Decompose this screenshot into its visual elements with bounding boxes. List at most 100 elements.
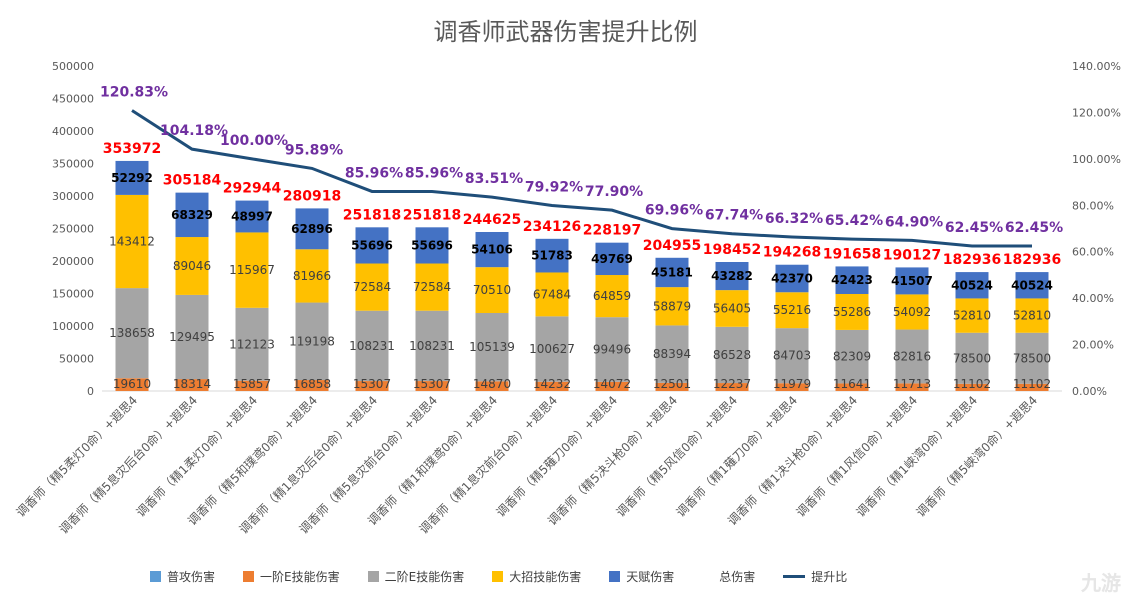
bar-value-label: 86528 [713,348,751,362]
bar-value-label: 99496 [593,343,631,357]
ratio-value-label: 85.96% [405,165,463,181]
ratio-value-label: 79.92% [525,179,583,195]
ratio-value-label: 83.51% [465,171,523,187]
ratio-value-label: 77.90% [585,184,643,200]
legend-swatch [243,570,255,582]
bar-value-label: 18314 [173,377,211,391]
bar-value-label: 11713 [893,377,931,391]
bar-value-label: 41507 [891,274,933,288]
bar-segment [115,378,149,391]
bar-value-label: 64859 [593,289,631,303]
ratio-value-label: 67.74% [705,208,763,224]
bar-value-label: 15307 [413,377,451,391]
bar-segment [1015,298,1049,333]
y-tick-label: 300000 [52,190,94,203]
bar-segment [535,316,569,382]
total-value-label: 194268 [763,245,821,261]
legend-label: 二阶E技能伤害 [384,569,465,584]
bar-segment [355,227,389,264]
bar-value-label: 119198 [289,334,335,348]
bar-value-label: 100627 [529,342,575,356]
legend-item-talent: 天赋伤害 [609,568,674,585]
ratio-value-label: 62.45% [1005,220,1063,236]
y2-tick-label: 0.00% [1072,385,1107,398]
x-tick-label: 调香师（精1和璞鸢0命）+遐思4 [364,393,500,529]
bar-value-label: 15307 [353,377,391,391]
bar-segment [895,329,929,384]
y2-tick-label: 60.00% [1072,246,1114,259]
total-value-label: 292944 [223,181,282,197]
bar-segment [955,332,989,384]
ratio-value-label: 69.96% [645,203,703,219]
bar-segment [475,231,509,268]
ratio-value-label: 120.83% [100,85,168,101]
legend-item-e2: 二阶E技能伤害 [367,568,465,585]
bar-segment [535,238,569,273]
legend-label: 天赋伤害 [626,569,675,584]
legend-label: 普攻伤害 [167,569,216,584]
x-tick-label: 调香师（精5峡湾0命）+遐思4 [913,393,1040,520]
bar-value-label: 56405 [713,301,751,315]
chart-legend: 普攻伤害 一阶E技能伤害 二阶E技能伤害 大招技能伤害 天赋伤害 总伤害 提升比 [150,566,875,586]
y-tick-label: 200000 [52,255,94,268]
bar-value-label: 108231 [409,339,455,353]
x-tick-label: 调香师（精5柔灯0命）+遐思4 [13,393,140,520]
y-tick-label: 50000 [59,353,94,366]
bar-value-label: 58879 [653,299,691,313]
legend-label: 提升比 [811,569,848,584]
total-value-label: 244625 [463,212,521,228]
y2-tick-label: 40.00% [1072,292,1114,305]
ratio-value-label: 104.18% [160,123,228,139]
bar-segment [175,237,209,295]
bar-value-label: 40524 [951,278,993,292]
bar-value-label: 52810 [1013,309,1051,323]
y-tick-label: 450000 [52,93,94,106]
bar-value-label: 108231 [349,339,395,353]
bar-value-label: 11979 [773,377,811,391]
bar-segment [115,288,149,379]
y-tick-label: 0 [87,385,94,398]
bar-value-label: 70510 [473,283,511,297]
bar-value-label: 82309 [833,350,871,364]
bar-value-label: 52292 [111,171,153,185]
bar-segment [235,380,269,391]
bar-value-label: 89046 [173,259,211,273]
y-tick-label: 250000 [52,223,94,236]
bar-value-label: 138658 [109,326,155,340]
legend-swatch [492,570,504,582]
bar-segment [955,298,989,333]
bar-segment [835,329,869,384]
x-tick-label: 调香师（精1柔灯0命）+遐思4 [133,393,260,520]
bar-segment [475,381,509,391]
bar-value-label: 129495 [169,330,215,344]
bar-value-label: 12501 [653,377,691,391]
y2-tick-label: 120.00% [1072,106,1121,119]
bar-segment [655,287,689,326]
bar-segment [295,249,329,303]
total-value-label: 228197 [583,223,641,239]
bar-value-label: 11641 [833,377,871,391]
y-tick-label: 400000 [52,125,94,138]
bar-value-label: 81966 [293,269,331,283]
bar-segment [895,294,929,330]
bar-value-label: 72584 [413,280,451,294]
bar-segment [175,192,209,238]
ratio-value-label: 64.90% [885,214,943,230]
bar-value-label: 14232 [533,377,571,391]
bar-value-label: 19610 [113,377,151,391]
bar-value-label: 48997 [231,210,273,224]
x-tick-label: 调香师（精5和璞鸢0命）+遐思4 [184,393,320,529]
bar-value-label: 82816 [893,349,931,363]
bar-value-label: 84703 [773,349,811,363]
bar-segment [835,293,869,330]
bar-segment [355,381,389,391]
chart-title: 调香师武器伤害提升比例 [433,18,698,46]
bar-segment [775,328,809,384]
total-value-label: 353972 [103,141,161,157]
bar-segment [655,382,689,391]
bar-segment [355,310,389,382]
total-value-label: 198452 [703,242,761,258]
watermark-logo: 九游 [1081,571,1121,595]
bar-value-label: 72584 [353,280,391,294]
